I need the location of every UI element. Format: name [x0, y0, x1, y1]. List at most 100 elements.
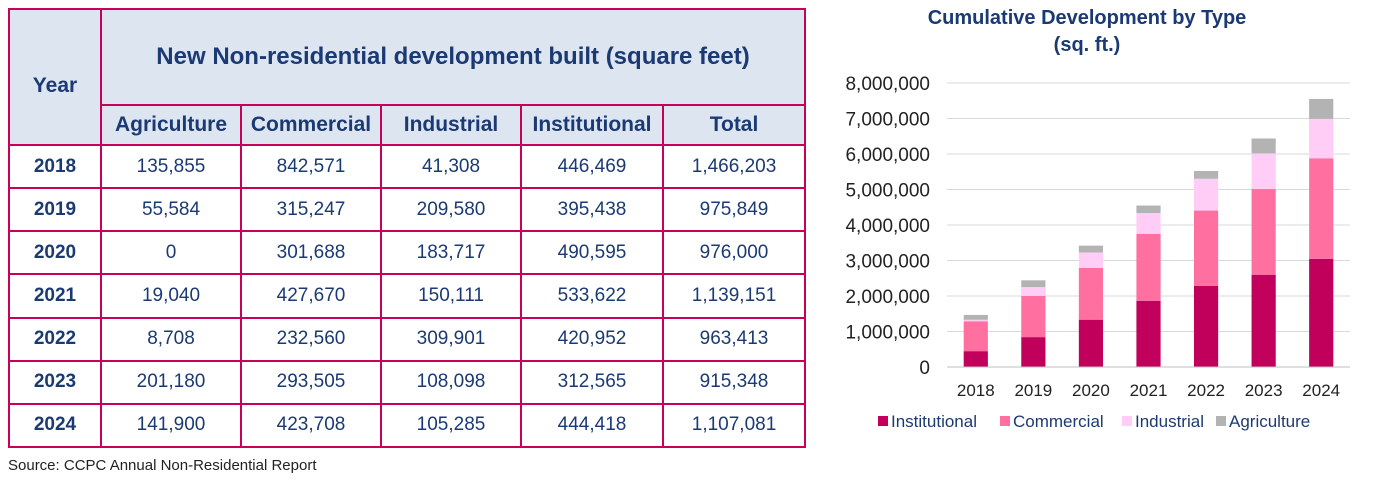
bar-commercial-2022 — [1193, 210, 1219, 286]
bar-commercial-2019 — [1021, 296, 1046, 338]
bar-agriculture-2020 — [1078, 245, 1104, 253]
row-year: 2019 — [8, 187, 102, 233]
bar-institutional-2022 — [1193, 285, 1219, 367]
bar-industrial-2024 — [1309, 118, 1334, 159]
row-year: 2022 — [8, 316, 102, 362]
year-header: Year — [8, 8, 102, 146]
y-tick-label: 5,000,000 — [845, 181, 930, 202]
bar-commercial-2018 — [963, 321, 988, 352]
row-year: 2023 — [8, 359, 102, 405]
bar-agriculture-2022 — [1193, 171, 1219, 179]
development-table: Year New Non-residential development bui… — [8, 8, 807, 449]
cell-agriculture: 8,708 — [100, 316, 242, 362]
cell-total: 975,849 — [661, 187, 807, 233]
cell-total: 1,107,081 — [661, 402, 807, 449]
legend-label-commercial: Commercial — [1013, 412, 1104, 431]
row-year: 2024 — [8, 402, 102, 449]
cell-institutional: 490,595 — [520, 230, 664, 276]
bar-industrial-2020 — [1078, 252, 1104, 268]
y-tick-label: 2,000,000 — [845, 287, 930, 308]
cell-commercial: 842,571 — [240, 143, 382, 190]
cell-institutional: 446,469 — [520, 143, 664, 190]
legend-label-industrial: Industrial — [1135, 412, 1204, 431]
row-year: 2021 — [8, 273, 102, 319]
y-tick-label: 4,000,000 — [845, 216, 930, 237]
cell-industrial: 309,901 — [380, 316, 522, 362]
bar-commercial-2020 — [1078, 267, 1104, 320]
bar-industrial-2019 — [1021, 287, 1046, 297]
y-tick-label: 8,000,000 — [845, 74, 930, 95]
cell-agriculture: 141,900 — [100, 402, 242, 449]
y-tick-label: 7,000,000 — [845, 110, 930, 131]
table-title: New Non-residential development built (s… — [99, 8, 807, 106]
y-tick-label: 6,000,000 — [845, 145, 930, 166]
cell-industrial: 183,717 — [380, 230, 522, 276]
legend-swatch-industrial — [1122, 416, 1132, 426]
cell-commercial: 293,505 — [240, 359, 382, 405]
bar-institutional-2018 — [963, 351, 988, 367]
bar-institutional-2021 — [1136, 300, 1161, 367]
table-row: 2023 201,180 293,505 108,098 312,565 915… — [8, 359, 807, 405]
table-row: 2022 8,708 232,560 309,901 420,952 963,4… — [8, 316, 807, 362]
bar-agriculture-2024 — [1309, 98, 1334, 119]
bar-industrial-2018 — [963, 319, 988, 322]
legend-swatch-institutional — [878, 416, 888, 426]
cell-institutional: 420,952 — [520, 316, 664, 362]
row-year: 2018 — [8, 143, 102, 190]
cell-institutional: 312,565 — [520, 359, 664, 405]
x-tick-label: 2021 — [1130, 381, 1168, 400]
table-row: 2020 0 301,688 183,717 490,595 976,000 — [8, 230, 807, 276]
cell-commercial: 427,670 — [240, 273, 382, 319]
cell-industrial: 41,308 — [380, 143, 522, 190]
chart-title-line-2: (sq. ft.) — [1054, 34, 1121, 56]
bar-institutional-2019 — [1021, 337, 1046, 367]
x-axis-ticks: 2018 2019 2020 2021 2022 2023 2024 — [957, 381, 1340, 400]
cell-agriculture: 201,180 — [100, 359, 242, 405]
bar-agriculture-2018 — [963, 314, 988, 320]
bar-institutional-2020 — [1078, 319, 1104, 367]
source-note: Source: CCPC Annual Non-Residential Repo… — [8, 457, 317, 474]
cell-institutional: 444,418 — [520, 402, 664, 449]
cell-industrial: 105,285 — [380, 402, 522, 449]
cell-institutional: 533,622 — [520, 273, 664, 319]
bar-commercial-2021 — [1136, 233, 1161, 301]
legend-swatch-commercial — [1000, 416, 1010, 426]
y-tick-label: 1,000,000 — [845, 323, 930, 344]
cell-commercial: 423,708 — [240, 402, 382, 449]
cell-total: 1,466,203 — [661, 143, 807, 190]
cell-agriculture: 55,584 — [100, 187, 242, 233]
bar-industrial-2022 — [1193, 178, 1219, 211]
bar-agriculture-2023 — [1251, 138, 1276, 154]
cell-commercial: 232,560 — [240, 316, 382, 362]
x-tick-label: 2020 — [1072, 381, 1110, 400]
y-tick-label: 0 — [919, 358, 930, 379]
cell-institutional: 395,438 — [520, 187, 664, 233]
y-axis-ticks: 0 1,000,000 2,000,000 3,000,000 4,000,000 5,0… — [845, 74, 930, 379]
cumulative-development-chart: Cumulative Development by Type (sq. ft.)… — [845, 7, 1350, 431]
x-tick-label: 2018 — [957, 381, 995, 400]
col-agriculture: Agriculture — [100, 104, 242, 146]
cell-agriculture: 0 — [100, 230, 242, 276]
cell-total: 963,413 — [661, 316, 807, 362]
table-row: 2018 135,855 842,571 41,308 446,469 1,46… — [8, 143, 807, 190]
cell-industrial: 108,098 — [380, 359, 522, 405]
chart-legend: Institutional Commercial Industrial Agricul… — [878, 412, 1310, 431]
table-row: 2019 55,584 315,247 209,580 395,438 975,… — [8, 187, 807, 233]
cell-commercial: 315,247 — [240, 187, 382, 233]
table-row: 2021 19,040 427,670 150,111 533,622 1,13… — [8, 273, 807, 319]
col-total: Total — [661, 104, 807, 146]
chart-title-line-1: Cumulative Development by Type — [928, 7, 1247, 29]
cell-total: 1,139,151 — [661, 273, 807, 319]
legend-label-agriculture: Agriculture — [1229, 412, 1310, 431]
bar-agriculture-2021 — [1136, 205, 1161, 214]
cell-total: 915,348 — [661, 359, 807, 405]
x-tick-label: 2019 — [1014, 381, 1052, 400]
legend-swatch-agriculture — [1216, 416, 1226, 426]
col-institutional: Institutional — [520, 104, 664, 146]
legend-label-institutional: Institutional — [891, 412, 977, 431]
bar-institutional-2024 — [1309, 258, 1334, 367]
bar-industrial-2023 — [1251, 153, 1276, 190]
bar-commercial-2024 — [1309, 158, 1334, 259]
cell-agriculture: 19,040 — [100, 273, 242, 319]
col-commercial: Commercial — [240, 104, 382, 146]
